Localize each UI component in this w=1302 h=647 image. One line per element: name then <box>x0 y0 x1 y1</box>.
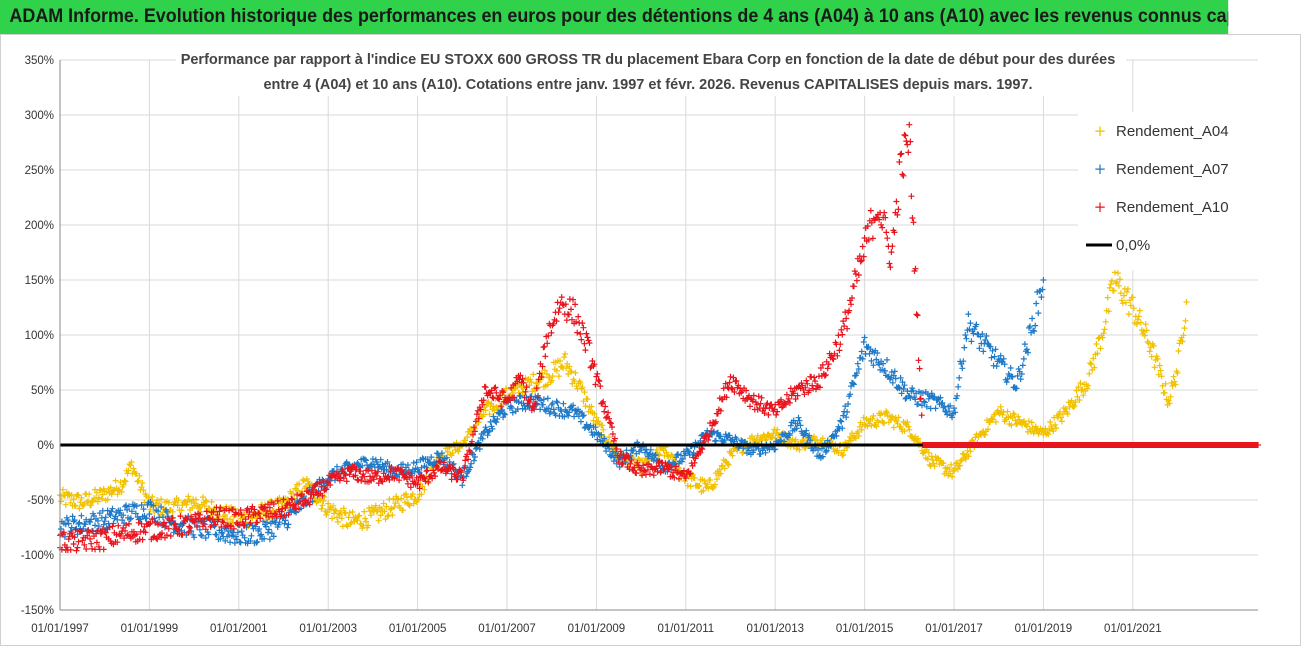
y-tick-label: 50% <box>31 385 54 397</box>
legend-label-zero: 0,0% <box>1116 237 1150 254</box>
x-tick-label: 01/01/2009 <box>568 623 626 635</box>
x-tick-label: 01/01/2017 <box>925 623 983 635</box>
x-tick-label: 01/01/2019 <box>1015 623 1073 635</box>
chart-title-line-2: entre 4 (A04) et 10 ans (A10). Cotations… <box>263 77 1032 93</box>
x-tick-label: 01/01/2001 <box>210 623 268 635</box>
y-tick-label: 350% <box>25 55 54 67</box>
chart-frame <box>0 34 1301 646</box>
chart-legend: + Rendement_A04 + Rendement_A07 + Rendem… <box>1078 112 1298 270</box>
x-tick-label: 01/01/1997 <box>31 623 89 635</box>
y-tick-label: 250% <box>25 165 54 177</box>
y-tick-label: 300% <box>25 110 54 122</box>
y-tick-label: -100% <box>21 550 54 562</box>
chart-title-line-1: Performance par rapport à l'indice EU ST… <box>181 52 1116 68</box>
x-tick-label: 01/01/2003 <box>299 623 357 635</box>
axes: -150% -100% -50% 0% 50% 100% 150% 200% 250% 300% 3… <box>21 55 1258 635</box>
x-tick-label: 01/01/2007 <box>478 623 536 635</box>
x-tick-label: 01/01/2005 <box>389 623 447 635</box>
title-background <box>176 46 1126 96</box>
y-tick-label: 200% <box>25 220 54 232</box>
y-tick-label: 150% <box>25 275 54 287</box>
y-tick-label: 0% <box>37 440 54 452</box>
x-tick-label: 01/01/1999 <box>121 623 179 635</box>
legend-marker-a04: + <box>1094 122 1107 140</box>
y-tick-label: -50% <box>27 495 54 507</box>
legend-label-a04: Rendement_A04 <box>1116 123 1229 140</box>
legend-label-a10: Rendement_A10 <box>1116 199 1229 216</box>
x-tick-label: 01/01/2013 <box>746 623 804 635</box>
x-tick-label: 01/01/2015 <box>836 623 894 635</box>
x-tick-label: 01/01/2021 <box>1104 623 1162 635</box>
legend-marker-a10: + <box>1094 198 1107 216</box>
y-tick-label: 100% <box>25 330 54 342</box>
series-a04-markers <box>57 269 1190 532</box>
legend-marker-a07: + <box>1094 160 1107 178</box>
y-tick-label: -150% <box>21 605 54 617</box>
legend-label-a07: Rendement_A07 <box>1116 161 1229 178</box>
legend-background <box>1078 112 1298 270</box>
x-tick-label: 01/01/2011 <box>657 623 714 635</box>
report-banner: ADAM Informe. Evolution historique des p… <box>0 0 1229 34</box>
